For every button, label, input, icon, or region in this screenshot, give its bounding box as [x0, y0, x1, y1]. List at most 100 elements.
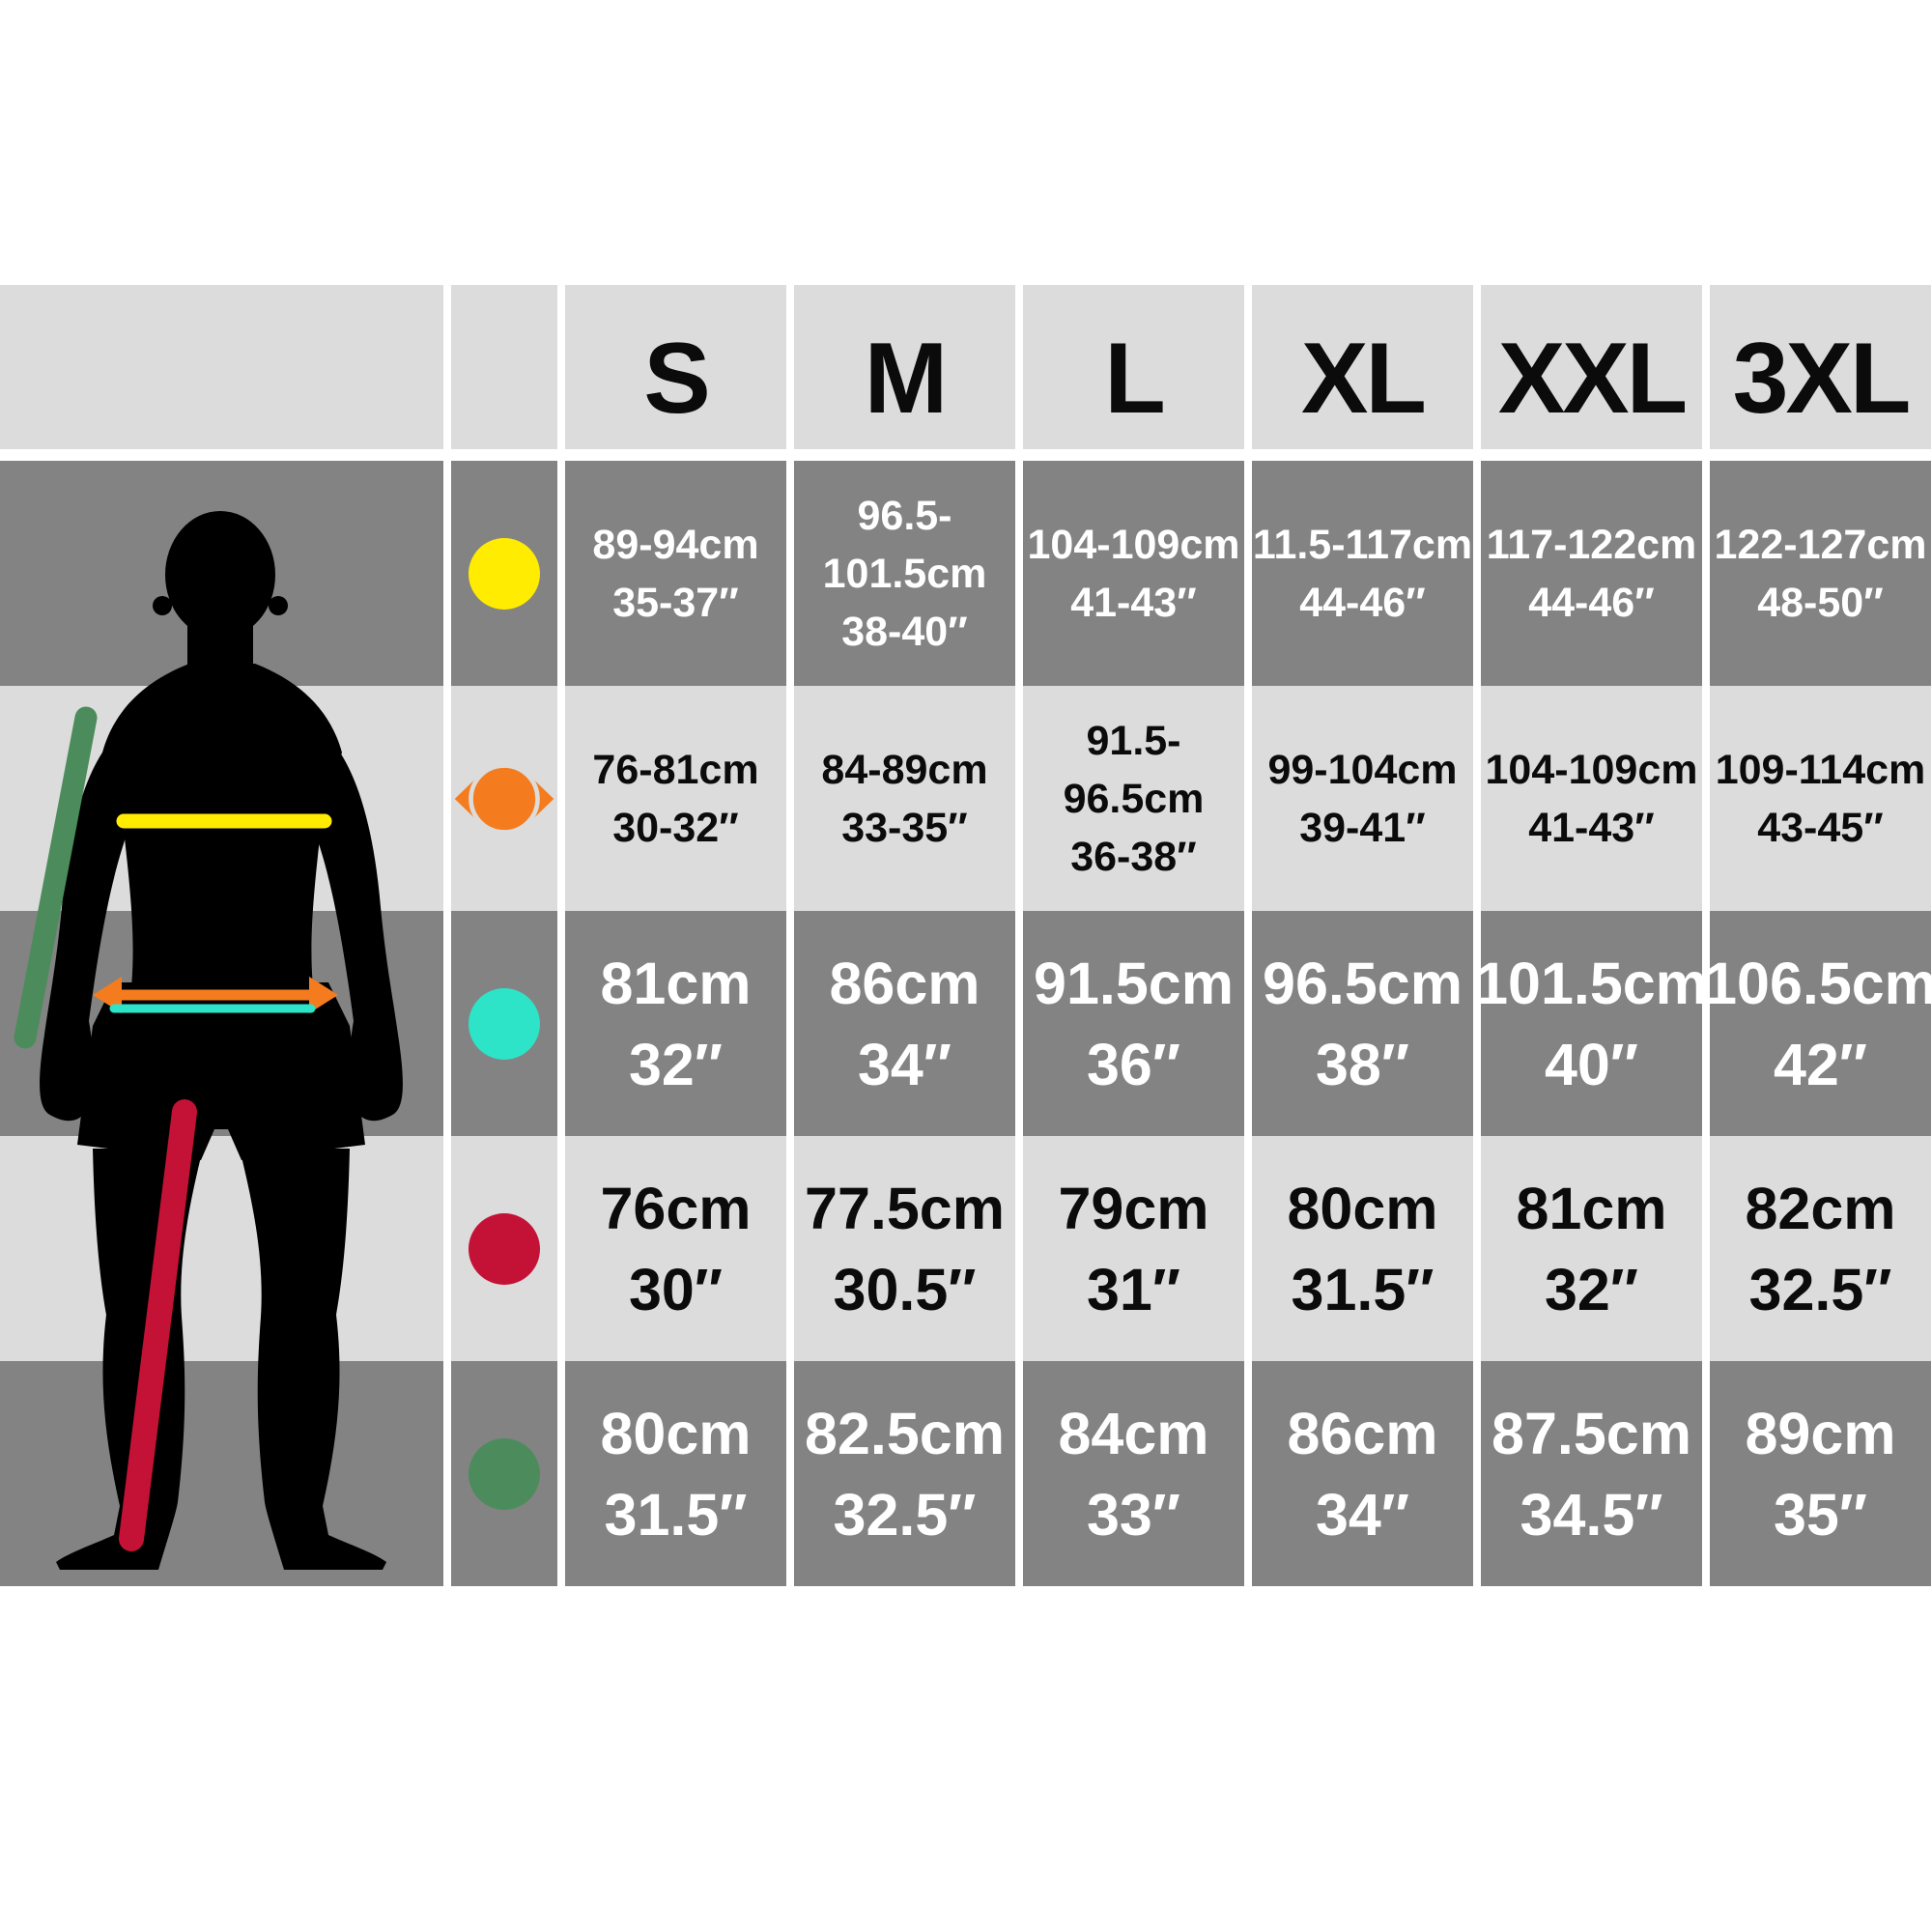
value-inches: 43-45″: [1757, 804, 1884, 851]
value-cm: 86cm: [1287, 1400, 1438, 1466]
seat-l-cell: 91.5cm 36″: [1023, 911, 1244, 1136]
value-cm: 81cm: [1516, 1175, 1667, 1241]
value-cm: 104-109cm: [1027, 521, 1240, 568]
size-header-row: S M L XL XXL 3XL: [0, 285, 1931, 449]
size-header-l: L: [1023, 285, 1244, 449]
inside-leg-measure-line: [119, 1099, 197, 1551]
inside-leg-indicator-cell: [451, 1136, 557, 1361]
indicator-column-header-cell: [451, 285, 557, 449]
sleeve-m-cell: 82.5cm 32.5″: [794, 1361, 1015, 1586]
value-inches: 41-43″: [1528, 804, 1655, 851]
value-inches: 30″: [628, 1256, 724, 1322]
value-cm: 117-122cm: [1486, 521, 1697, 568]
value-cm: 81cm: [600, 950, 752, 1016]
value-cm: 84cm: [1058, 1400, 1209, 1466]
value-inches: 44-46″: [1299, 579, 1426, 626]
silhouette-ear-left: [153, 596, 172, 615]
silhouette-neck: [187, 596, 253, 673]
value-cm: 79cm: [1058, 1175, 1209, 1241]
size-header-s: S: [565, 285, 786, 449]
value-cm: 80cm: [600, 1400, 752, 1466]
value-cm: 109-114cm: [1715, 746, 1926, 793]
value-inches: 32″: [628, 1031, 724, 1097]
seat-xxl-cell: 101.5cm 40″: [1475, 911, 1708, 1136]
size-header-xl: XL: [1252, 285, 1473, 449]
value-cm: 82.5cm: [805, 1400, 1005, 1466]
value-inches: 41-43″: [1070, 579, 1197, 626]
chest-3xl-cell: 122-127cm 48-50″: [1710, 461, 1931, 686]
value-cm: 89cm: [1745, 1400, 1896, 1466]
value-inches: 33-35″: [841, 804, 968, 851]
inside-leg-l-cell: 79cm 31″: [1023, 1136, 1244, 1361]
value-inches: 31.5″: [1291, 1256, 1435, 1322]
size-header-xxl: XXL: [1481, 285, 1702, 449]
waist-l-cell: 91.5-96.5cm 36-38″: [1023, 686, 1244, 911]
value-inches: 32″: [1544, 1256, 1639, 1322]
waist-m-cell: 84-89cm 33-35″: [794, 686, 1015, 911]
value-inches: 48-50″: [1757, 579, 1884, 626]
value-inches: 35-37″: [612, 579, 739, 626]
value-inches: 31.5″: [604, 1481, 748, 1548]
value-inches: 32.5″: [1748, 1256, 1892, 1322]
value-inches: 38″: [1315, 1031, 1410, 1097]
sleeve-measure-line: [14, 706, 98, 1049]
waist-indicator-cell: [451, 686, 557, 911]
value-inches: 31″: [1086, 1256, 1181, 1322]
value-cm: 96.5-101.5cm: [822, 492, 987, 597]
value-inches: 34″: [857, 1031, 952, 1097]
figure-bg-stripe: [0, 1361, 443, 1586]
seat-s-cell: 81cm 32″: [565, 911, 786, 1136]
value-inches: 38-40″: [841, 608, 968, 655]
value-cm: 101.5cm: [1475, 950, 1708, 1016]
value-cm: 91.5cm: [1034, 950, 1234, 1016]
seat-3xl-cell: 106.5cm 42″: [1704, 911, 1932, 1136]
value-cm: 89-94cm: [592, 521, 759, 568]
inside-leg-m-cell: 77.5cm 30.5″: [794, 1136, 1015, 1361]
waist-s-cell: 76-81cm 30-32″: [565, 686, 786, 911]
seat-m-cell: 86cm 34″: [794, 911, 1015, 1136]
value-inches: 42″: [1773, 1031, 1868, 1097]
value-inches: 36″: [1086, 1031, 1181, 1097]
sleeve-3xl-cell: 89cm 35″: [1710, 1361, 1931, 1586]
chest-indicator-dot: [469, 537, 540, 610]
value-cm: 82cm: [1745, 1175, 1896, 1241]
size-header-m: M: [794, 285, 1015, 449]
value-inches: 32.5″: [833, 1481, 977, 1548]
sleeve-xxl-cell: 87.5cm 34.5″: [1481, 1361, 1702, 1586]
figure-column-header-cell: [0, 285, 443, 449]
value-cm: 87.5cm: [1492, 1400, 1691, 1466]
waist-indicator-dot: [454, 762, 554, 835]
seat-indicator-dot: [469, 987, 540, 1060]
sleeve-l-cell: 84cm 33″: [1023, 1361, 1244, 1586]
value-cm: 106.5cm: [1704, 950, 1932, 1016]
value-cm: 91.5-96.5cm: [1063, 717, 1205, 822]
value-cm: 99-104cm: [1267, 746, 1458, 793]
value-inches: 30-32″: [612, 804, 739, 851]
size-chart-body: 89-94cm 35-37″ 96.5-101.5cm 38-40″ 104-109cm…: [0, 461, 1932, 1586]
value-cm: 11.5-117cm: [1252, 521, 1473, 568]
waist-arrowhead-right: [309, 977, 338, 1013]
seat-xl-cell: 96.5cm 38″: [1252, 911, 1473, 1136]
value-inches: 30.5″: [833, 1256, 977, 1322]
value-inches: 34″: [1315, 1481, 1410, 1548]
waist-xl-cell: 99-104cm 39-41″: [1252, 686, 1473, 911]
sleeve-s-cell: 80cm 31.5″: [565, 1361, 786, 1586]
inside-leg-xxl-cell: 81cm 32″: [1481, 1136, 1702, 1361]
value-inches: 36-38″: [1070, 833, 1197, 880]
sleeve-xl-cell: 86cm 34″: [1252, 1361, 1473, 1586]
inside-leg-xl-cell: 80cm 31.5″: [1252, 1136, 1473, 1361]
silhouette-ear-right: [269, 596, 288, 615]
waist-xxl-cell: 104-109cm 41-43″: [1481, 686, 1702, 911]
figure-cell: [0, 461, 443, 1586]
value-inches: 34.5″: [1520, 1481, 1663, 1548]
value-cm: 76-81cm: [592, 746, 759, 793]
value-cm: 96.5cm: [1263, 950, 1463, 1016]
value-inches: 35″: [1773, 1481, 1868, 1548]
value-cm: 80cm: [1287, 1175, 1438, 1241]
silhouette-torso: [102, 664, 342, 1007]
chest-s-cell: 89-94cm 35-37″: [565, 461, 786, 686]
value-inches: 39-41″: [1299, 804, 1426, 851]
value-inches: 44-46″: [1528, 579, 1655, 626]
inside-leg-s-cell: 76cm 30″: [565, 1136, 786, 1361]
